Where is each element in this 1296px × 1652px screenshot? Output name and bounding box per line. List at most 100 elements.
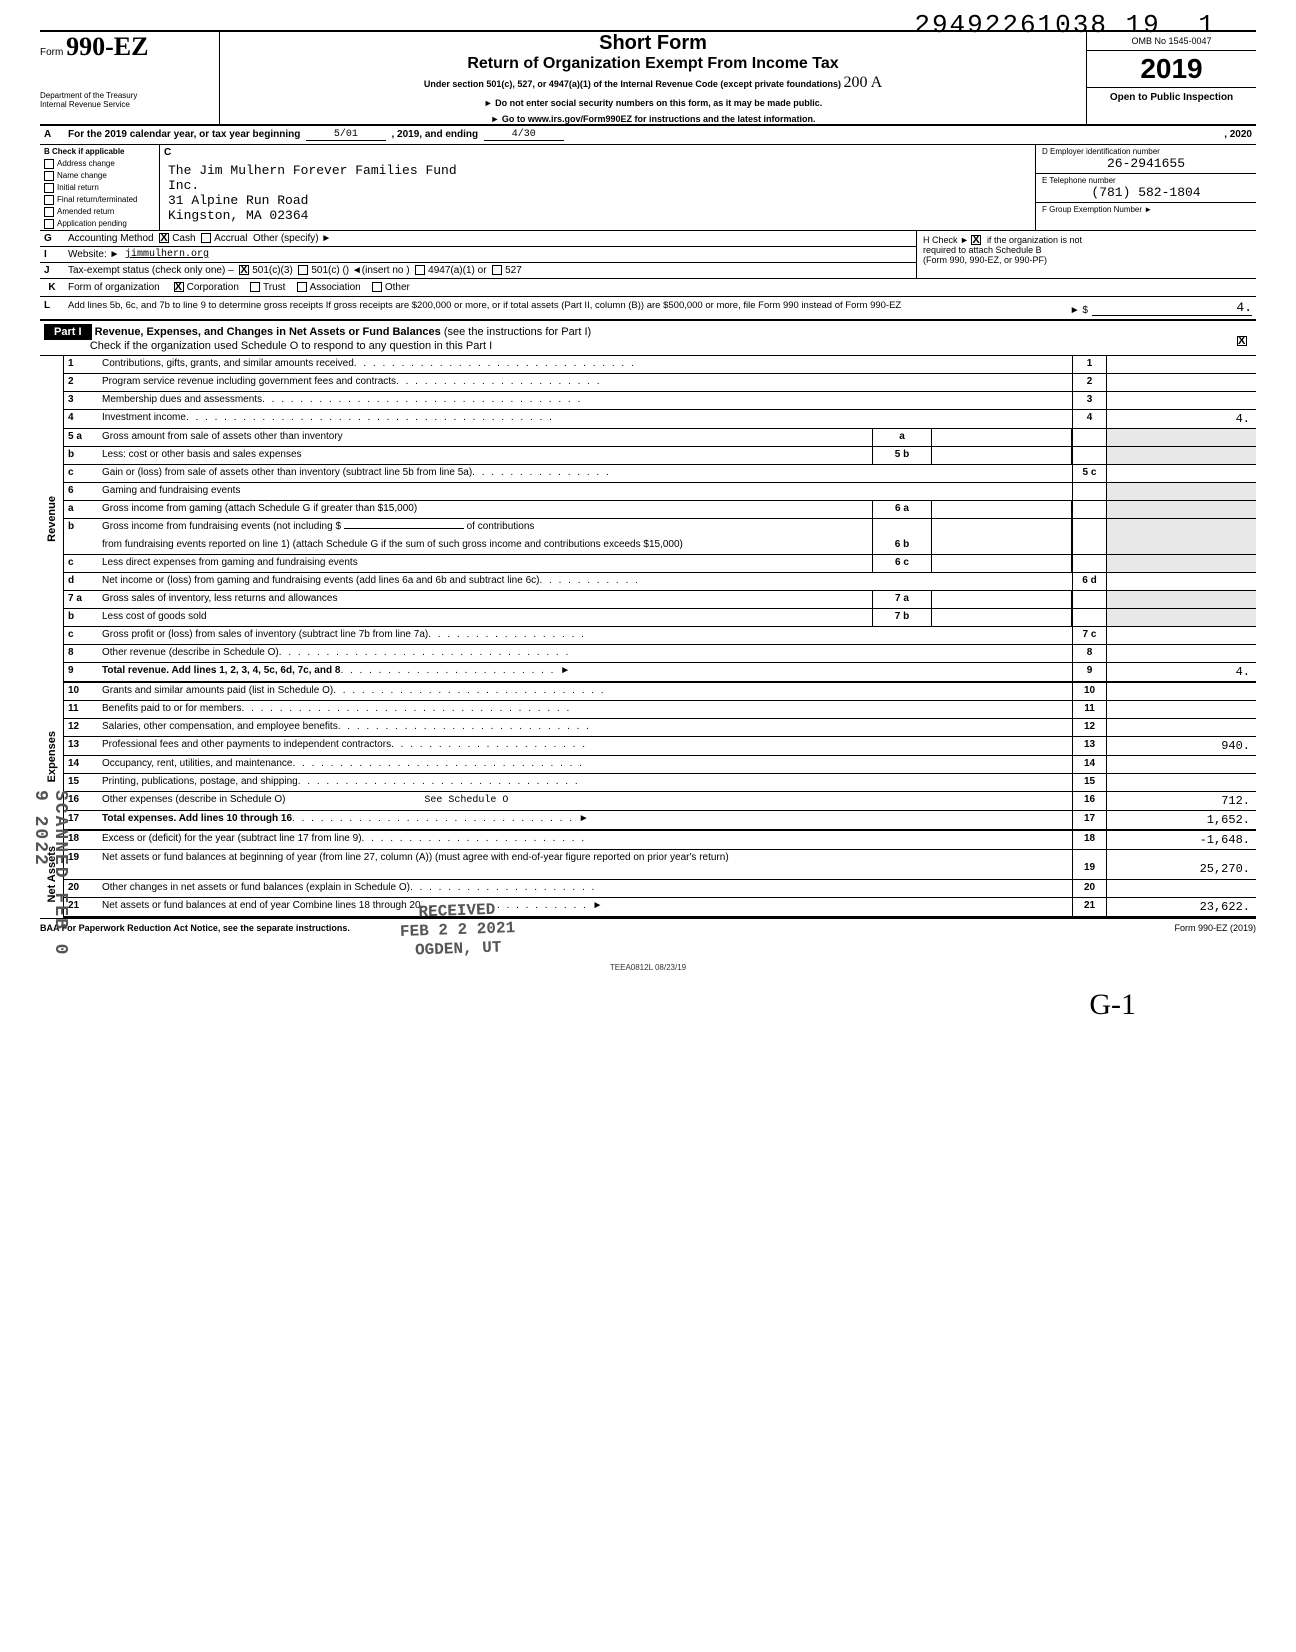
- cb-final-return[interactable]: Final return/terminated: [40, 194, 159, 206]
- l21-val[interactable]: 23,622.: [1106, 898, 1256, 916]
- cb-amended[interactable]: Amended return: [40, 206, 159, 218]
- l5b-num: b: [64, 447, 98, 464]
- other-org-label: Other: [385, 282, 410, 293]
- footer-code: TEEA0812L 08/23/19: [40, 963, 1256, 972]
- col-b-label: B: [44, 147, 50, 156]
- expenses-label: Expenses: [44, 727, 60, 786]
- l7b-num: b: [64, 609, 98, 626]
- l2-val[interactable]: [1106, 374, 1256, 391]
- l8-rnum: 8: [1072, 645, 1106, 662]
- l8-val[interactable]: [1106, 645, 1256, 662]
- netassets-side: Net Assets: [40, 831, 64, 918]
- l17-val[interactable]: 1,652.: [1106, 811, 1256, 829]
- l11-desc: Benefits paid to or for members: [102, 703, 242, 714]
- l14-rnum: 14: [1072, 756, 1106, 773]
- cb-name-change[interactable]: Name change: [40, 170, 159, 182]
- doc-number: 29492261038 19: [914, 10, 1160, 40]
- cb-other-org[interactable]: [372, 282, 382, 292]
- row-a: A For the 2019 calendar year, or tax yea…: [40, 124, 1256, 144]
- l6b-blank[interactable]: [344, 528, 464, 529]
- cash-label: Cash: [172, 233, 195, 244]
- l6-num: 6: [64, 483, 98, 500]
- l15-desc: Printing, publications, postage, and shi…: [102, 776, 298, 787]
- l6b2-rnum: [1072, 537, 1106, 554]
- year-end[interactable]: 4/30: [484, 129, 564, 141]
- row-l-value: 4.: [1092, 300, 1252, 316]
- l6b-midval[interactable]: [932, 537, 1072, 554]
- l5c-val[interactable]: [1106, 465, 1256, 482]
- l4-val[interactable]: 4.: [1106, 410, 1256, 428]
- l18-val[interactable]: -1,648.: [1106, 831, 1256, 849]
- ein-label: D Employer identification number: [1042, 147, 1250, 156]
- l16-val[interactable]: 712.: [1106, 792, 1256, 810]
- l10-val[interactable]: [1106, 683, 1256, 700]
- row-h: H Check ► if the organization is not req…: [916, 231, 1256, 278]
- l7a-midval[interactable]: [932, 591, 1072, 608]
- cb-501c3[interactable]: [239, 265, 249, 275]
- l7b-midval[interactable]: [932, 609, 1072, 626]
- l19-desc: Net assets or fund balances at beginning…: [98, 850, 1072, 879]
- part1-badge: Part I: [44, 324, 92, 340]
- l12-val[interactable]: [1106, 719, 1256, 736]
- l7b-rval: [1106, 609, 1256, 626]
- h-line1b: if the organization is not: [987, 235, 1082, 245]
- l6c-midval[interactable]: [932, 555, 1072, 572]
- l6c-rnum: [1072, 555, 1106, 572]
- cb-association[interactable]: [297, 282, 307, 292]
- l15-rnum: 15: [1072, 774, 1106, 791]
- l14-val[interactable]: [1106, 756, 1256, 773]
- l3-val[interactable]: [1106, 392, 1256, 409]
- l6b-midval-blank: [932, 519, 1072, 537]
- l7c-num: c: [64, 627, 98, 644]
- cb-527[interactable]: [492, 265, 502, 275]
- dept-line2: Internal Revenue Service: [40, 101, 211, 110]
- cb-trust[interactable]: [250, 282, 260, 292]
- cb-initial-return[interactable]: Initial return: [40, 182, 159, 194]
- return-title: Return of Organization Exempt From Incom…: [230, 55, 1076, 73]
- 501c-label: 501(c) (: [311, 265, 345, 276]
- cb-accrual[interactable]: [201, 233, 211, 243]
- l19-rnum: 19: [1072, 850, 1106, 879]
- l20-val[interactable]: [1106, 880, 1256, 897]
- cb-schedule-o[interactable]: [1237, 336, 1247, 346]
- l5c-desc: Gain or (loss) from sale of assets other…: [102, 467, 472, 478]
- l7c-val[interactable]: [1106, 627, 1256, 644]
- l6c-num: c: [64, 555, 98, 572]
- l6a-midval[interactable]: [932, 501, 1072, 518]
- l3-desc: Membership dues and assessments: [102, 394, 262, 405]
- l9-val[interactable]: 4.: [1106, 663, 1256, 681]
- cb-address-change[interactable]: Address change: [40, 158, 159, 170]
- l13-val[interactable]: 940.: [1106, 737, 1256, 755]
- l9-rnum: 9: [1072, 663, 1106, 681]
- cb-501c[interactable]: [298, 265, 308, 275]
- cb-corporation[interactable]: [174, 282, 184, 292]
- l7b-mid: 7 b: [872, 609, 932, 626]
- l5a-midval[interactable]: [932, 429, 1072, 446]
- header-right: OMB No 1545-0047 2019 Open to Public Ins…: [1086, 32, 1256, 124]
- cb-app-pending[interactable]: Application pending: [40, 218, 159, 230]
- l11-rnum: 11: [1072, 701, 1106, 718]
- h-line1: H Check ►: [923, 235, 971, 245]
- open-public: Open to Public Inspection: [1087, 88, 1256, 107]
- l10-rnum: 10: [1072, 683, 1106, 700]
- netassets-section: Net Assets 18Excess or (deficit) for the…: [40, 831, 1256, 918]
- l6b-desc3: from fundraising events reported on line…: [98, 537, 872, 554]
- cb-h-not-required[interactable]: [971, 235, 981, 245]
- l15-val[interactable]: [1106, 774, 1256, 791]
- l16-num: 16: [64, 792, 98, 810]
- h-line2: required to attach Schedule B: [923, 245, 1042, 255]
- cb-4947[interactable]: [415, 265, 425, 275]
- row-j: J Tax-exempt status (check only one) – 5…: [40, 262, 916, 278]
- form-org-label: Form of organization: [68, 282, 160, 293]
- l19-num: 19: [64, 850, 98, 879]
- row-a-pre: For the 2019 calendar year, or tax year …: [68, 129, 300, 141]
- l6d-val[interactable]: [1106, 573, 1256, 590]
- sub-lines: Under section 501(c), 527, or 4947(a)(1)…: [230, 73, 1076, 94]
- l1-val[interactable]: [1106, 356, 1256, 373]
- l19-val[interactable]: 25,270.: [1106, 850, 1256, 879]
- l11-val[interactable]: [1106, 701, 1256, 718]
- cb-cash[interactable]: [159, 233, 169, 243]
- year-begin[interactable]: 5/01: [306, 129, 386, 141]
- l5a-num: 5 a: [64, 429, 98, 446]
- l5b-midval[interactable]: [932, 447, 1072, 464]
